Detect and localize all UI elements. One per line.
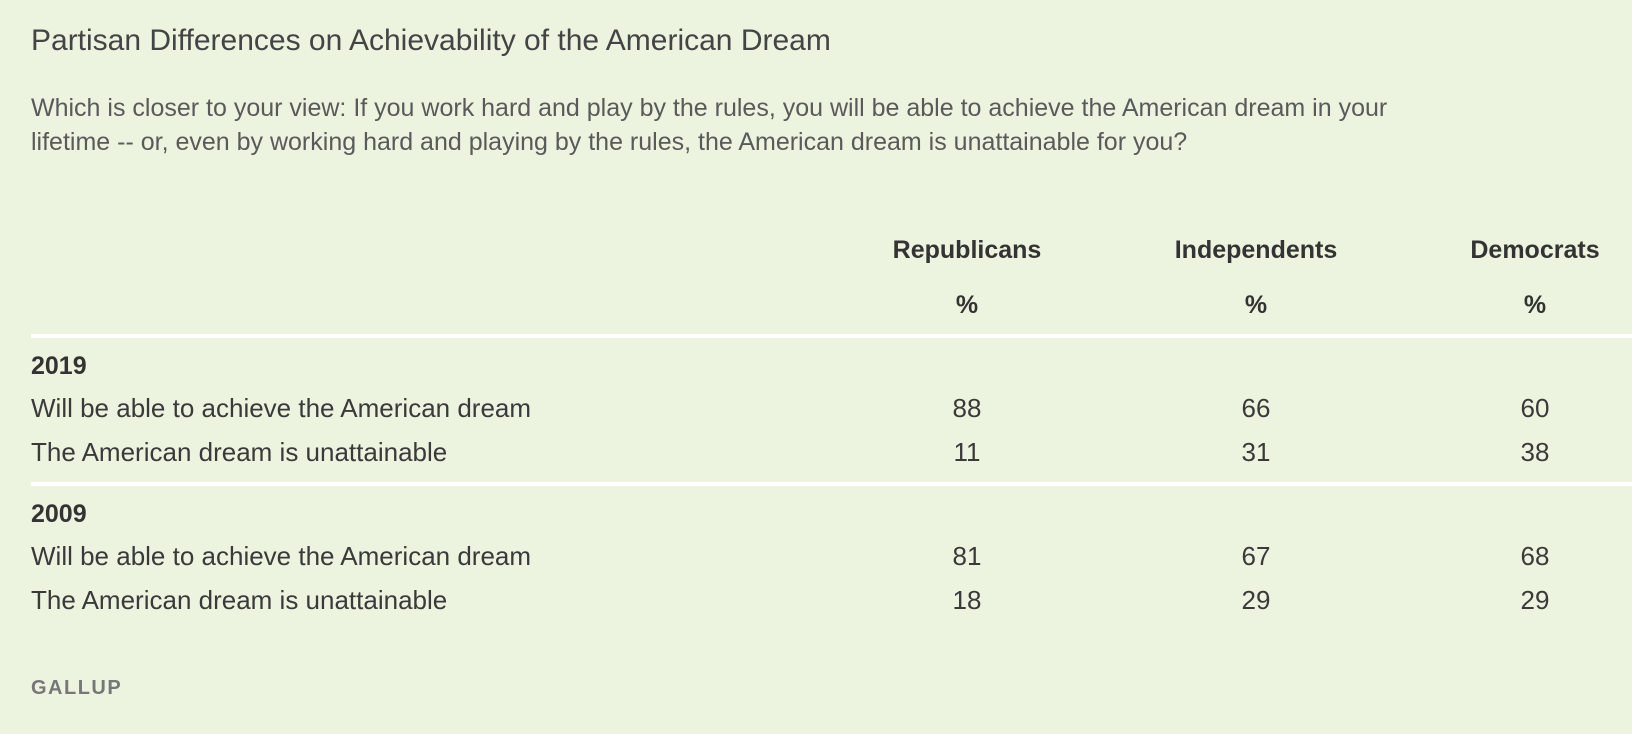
row-label: The American dream is unattainable — [31, 437, 448, 467]
cell-value: 31 — [1241, 437, 1271, 467]
cell-value: 88 — [952, 393, 982, 423]
group-label-2019: 2019 — [31, 352, 87, 380]
group-label-2009: 2009 — [31, 500, 87, 528]
cell-value: 66 — [1241, 393, 1271, 423]
cell-value: 38 — [1520, 437, 1550, 467]
column-header-republicans: Republicans — [892, 236, 1042, 264]
chart-subtitle: Which is closer to your view: If you wor… — [31, 94, 1388, 156]
cell-value: 29 — [1520, 585, 1550, 615]
column-unit-independents: % — [1244, 291, 1268, 319]
column-unit-republicans: % — [955, 291, 979, 319]
column-unit-democrats: % — [1523, 291, 1547, 319]
cell-value: 29 — [1241, 585, 1271, 615]
source-label: GALLUP — [31, 677, 123, 699]
chart-title: Partisan Differences on Achievability of… — [31, 24, 831, 57]
group-divider — [31, 482, 1632, 486]
header-divider — [31, 334, 1632, 338]
cell-value: 81 — [952, 541, 982, 571]
cell-value: 68 — [1520, 541, 1550, 571]
cell-value: 18 — [952, 585, 982, 615]
cell-value: 11 — [953, 437, 981, 467]
row-label: The American dream is unattainable — [31, 585, 448, 615]
cell-value: 60 — [1520, 393, 1550, 423]
cell-value: 67 — [1241, 541, 1271, 571]
row-label: Will be able to achieve the American dre… — [31, 541, 532, 571]
column-header-independents: Independents — [1174, 236, 1338, 264]
column-header-democrats: Democrats — [1470, 236, 1600, 264]
row-label: Will be able to achieve the American dre… — [31, 393, 532, 423]
